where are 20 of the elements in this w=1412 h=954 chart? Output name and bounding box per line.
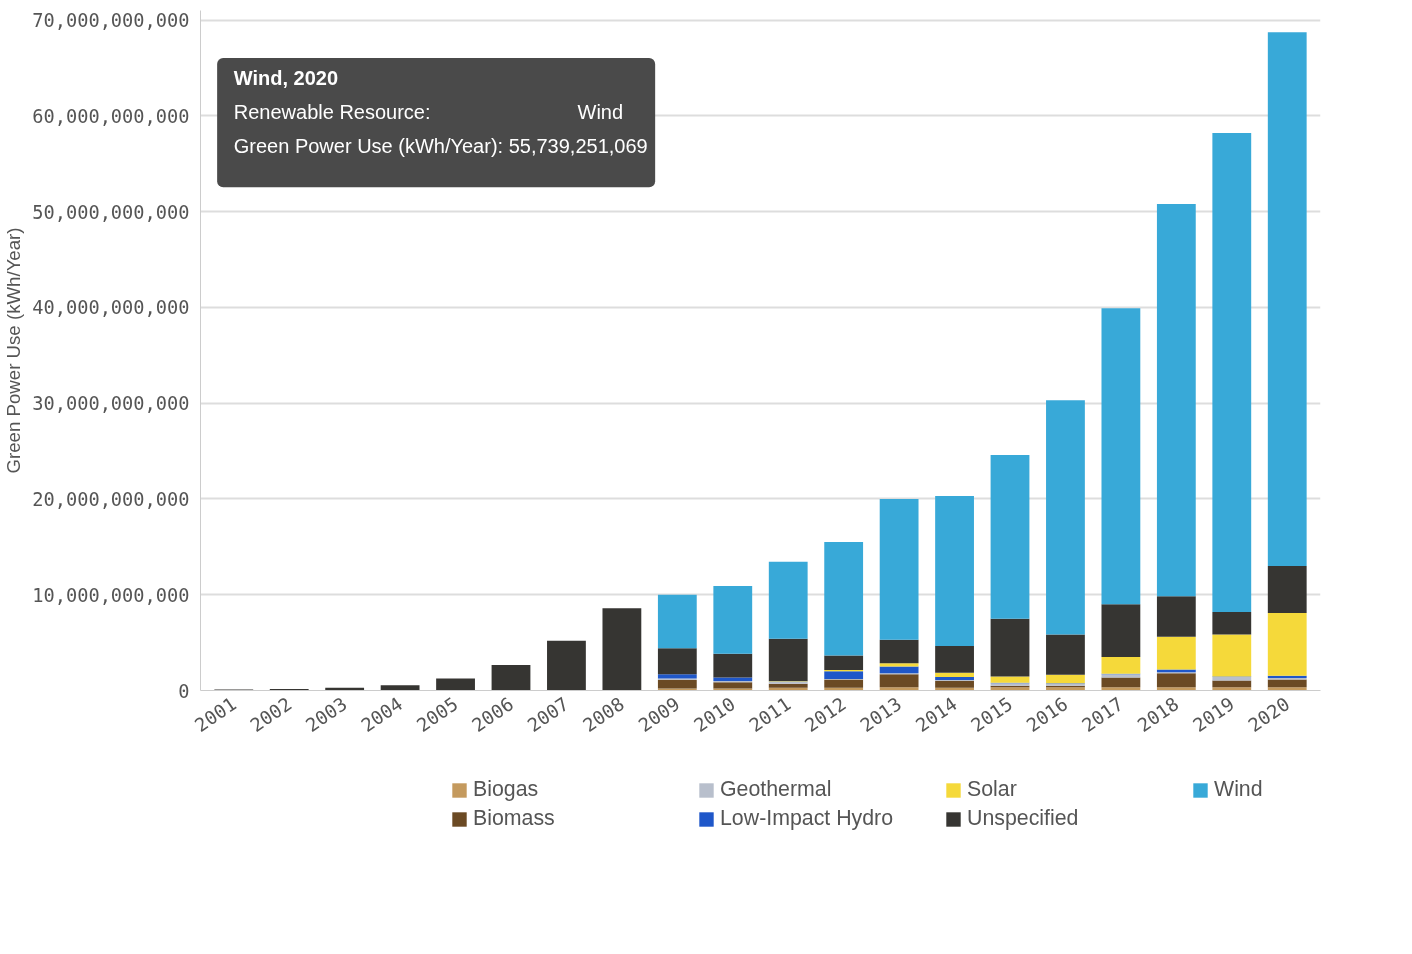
y-tick-label: 50,000,000,000	[32, 201, 190, 223]
y-tick-label: 70,000,000,000	[32, 10, 190, 32]
y-tick-label: 20,000,000,000	[32, 488, 190, 510]
annotation: Wind	[577, 100, 624, 123]
annotation: Wind, 2020	[233, 66, 339, 89]
y-tick-label: 60,000,000,000	[32, 105, 190, 127]
legend-label: Biomass	[473, 806, 556, 831]
y-tick-label: 40,000,000,000	[32, 297, 190, 319]
legend-label: Biogas	[473, 777, 540, 802]
legend-label: Low-Impact Hydro	[720, 806, 895, 831]
legend-label: Unspecified	[967, 806, 1080, 831]
legend-label: Geothermal	[720, 777, 833, 802]
legend-label: Solar	[967, 777, 1018, 802]
y-tick-label: 0	[178, 680, 190, 702]
y-axis-title: Green Power Use (kWh/Year)	[3, 227, 25, 474]
y-tick-label: 10,000,000,000	[32, 584, 190, 606]
y-tick-label: 30,000,000,000	[32, 393, 190, 415]
annotation: Renewable Resource:	[233, 100, 431, 123]
annotation: Green Power Use (kWh/Year): 55,739,251,069	[233, 134, 648, 157]
legend-label: Wind	[1214, 777, 1264, 802]
